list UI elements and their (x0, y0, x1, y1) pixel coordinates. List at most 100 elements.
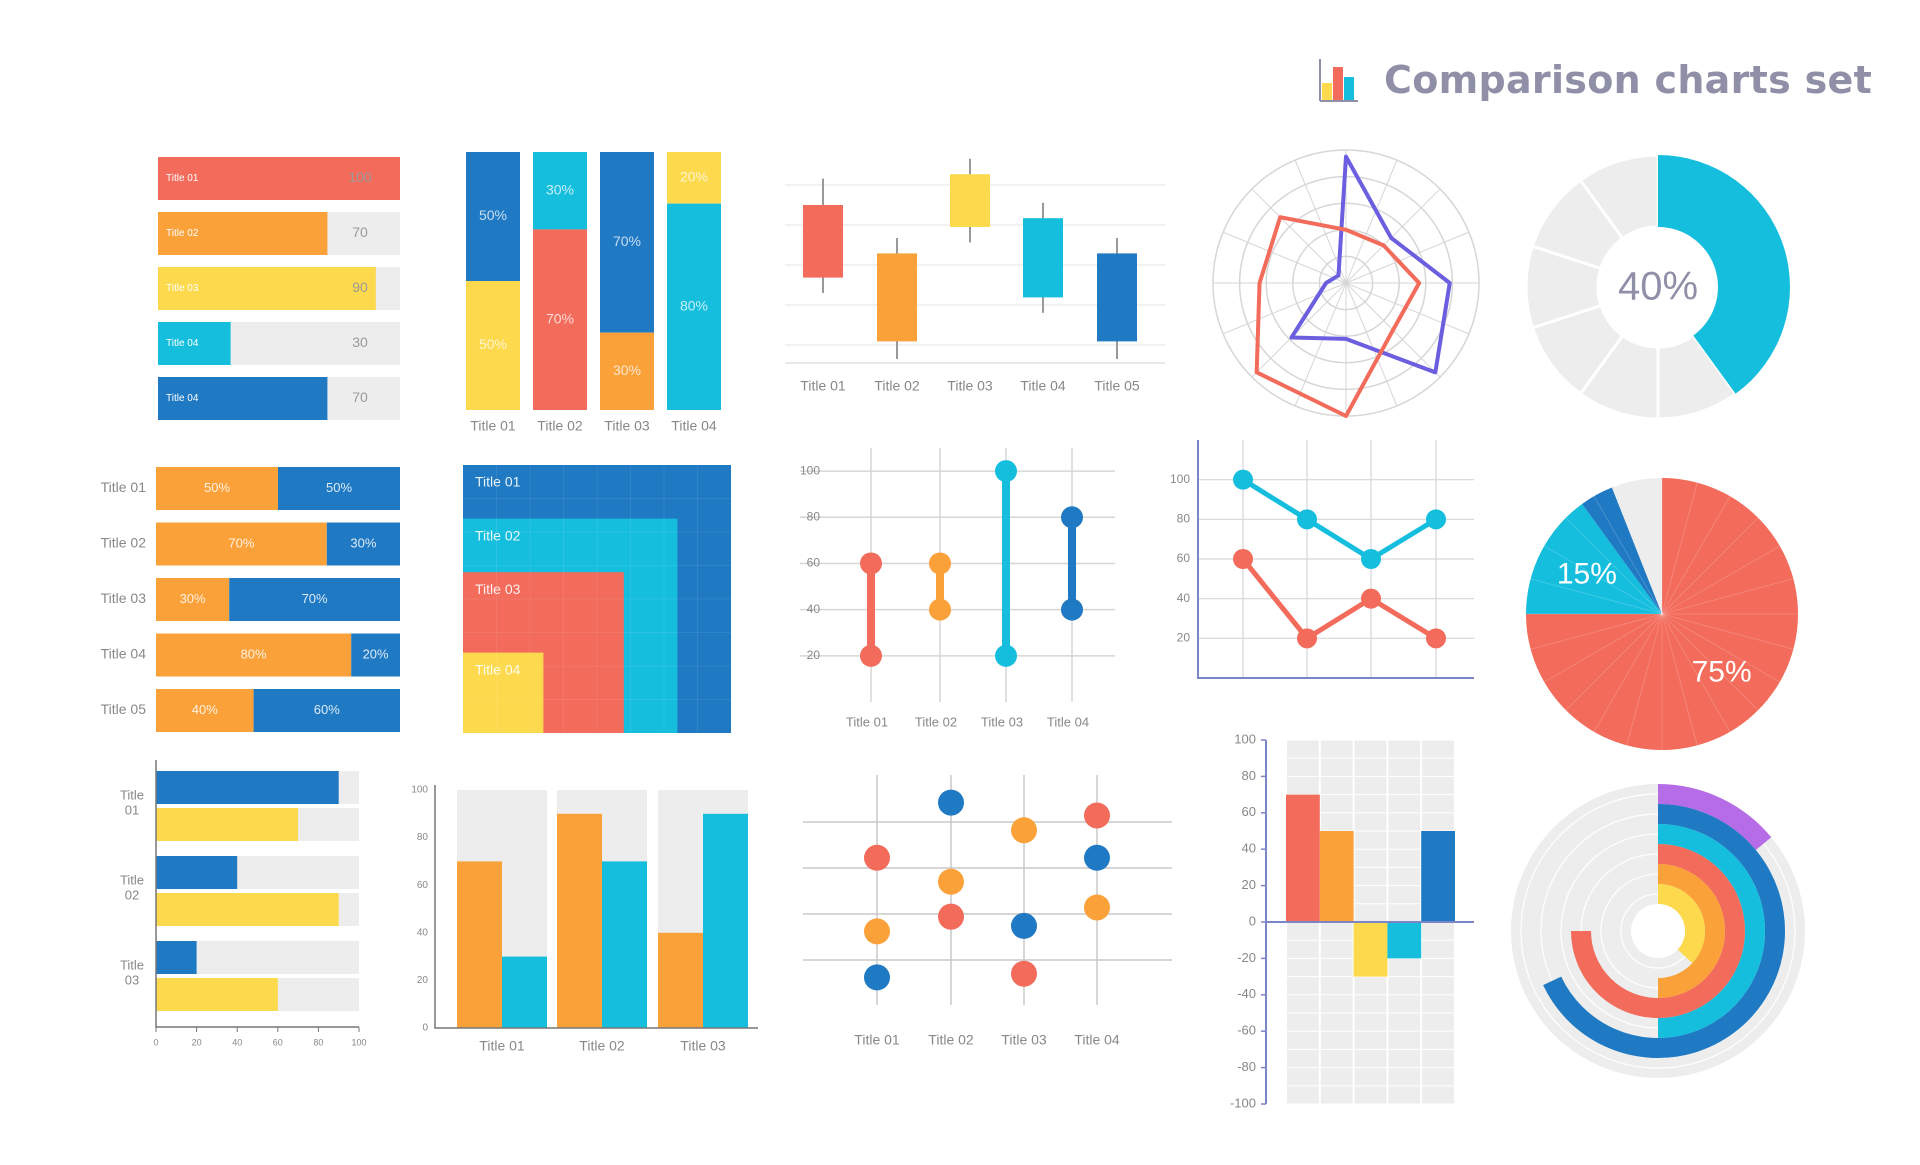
axis (1197, 440, 1474, 679)
candle-body (1097, 253, 1137, 342)
candle-body (950, 174, 990, 227)
bar (156, 808, 299, 841)
y-tick-label: 40 (417, 927, 429, 938)
pie-gridline (1626, 482, 1663, 615)
y-tick-label: -20 (1237, 950, 1256, 965)
candle-body (1023, 218, 1063, 298)
line-point (1233, 469, 1253, 490)
segment-label: 20% (680, 169, 708, 185)
pie-gridline (1661, 545, 1781, 615)
bar-segment (156, 578, 230, 621)
y-tick-label: 100 (800, 463, 820, 477)
x-tick-label: 80 (313, 1037, 323, 1047)
radar-spoke (1345, 282, 1398, 407)
y-tick-label: 0 (422, 1023, 428, 1034)
x-tick-label: 60 (273, 1037, 283, 1047)
y-tick-label: 20 (417, 975, 429, 986)
chart-dot-plot: Title 01 Title 02 Title 03 Title 04 (803, 775, 1172, 1048)
column (1421, 831, 1455, 922)
column (1319, 831, 1354, 922)
chart-grouped-columns: Title 01 Title 02 Title 03 100 80 60 40 20 0 (411, 785, 758, 1054)
line-point (1361, 588, 1381, 609)
bar-value-label: 90 (352, 279, 368, 295)
bar (156, 941, 197, 974)
bar (156, 893, 339, 926)
segment-label: 80% (241, 646, 267, 661)
pie-slice-label: 15% (1557, 558, 1617, 591)
x-tick-label: Title 04 (1047, 714, 1089, 729)
y-tick-label: 40 (1177, 591, 1191, 605)
donut-center-label: 40% (1618, 265, 1698, 309)
radar-spoke (1345, 282, 1470, 335)
x-tick-label: 100 (351, 1037, 366, 1047)
x-tick-label: Title 04 (1074, 1032, 1120, 1048)
segment-label: 30% (613, 362, 641, 378)
bar-segment (278, 467, 400, 510)
donut-segment (1578, 153, 1660, 241)
y-tick-label: 100 (411, 785, 428, 796)
pie-gridline (1593, 495, 1663, 615)
bar-segment (156, 633, 352, 677)
segment-label: 40% (192, 702, 218, 717)
axis (434, 785, 758, 1029)
y-tick-label: -80 (1237, 1059, 1256, 1074)
y-tick-label: -60 (1237, 1023, 1256, 1038)
column (457, 861, 502, 1028)
radial-bar (1657, 784, 1772, 851)
donut-value-arc (1658, 155, 1790, 394)
segment-label: 70% (228, 535, 254, 550)
bar (158, 267, 376, 310)
x-tick-label: Title 01 (470, 418, 516, 434)
dumbbell-point (995, 644, 1017, 667)
radial-bar (1543, 804, 1785, 1058)
segment-label: 50% (479, 336, 507, 352)
dot-point (1011, 912, 1037, 939)
area-label: Title 04 (475, 661, 521, 677)
stack-segment (466, 281, 520, 410)
column (557, 813, 602, 1028)
chart-set-header: Comparison charts set (1318, 50, 1872, 110)
y-tick-label: -40 (1237, 986, 1256, 1001)
line-point (1361, 549, 1381, 569)
bar-category-label: Title 03 (166, 283, 199, 294)
y-tick-label: Title 02 (101, 535, 147, 551)
bar-category-label: Title 04 (166, 338, 199, 349)
radial-bar (1657, 884, 1705, 964)
line-point (1297, 509, 1317, 530)
pie-gridline (1543, 545, 1663, 615)
x-tick-label: Title 01 (479, 1038, 525, 1054)
x-tick-label: 20 (192, 1037, 202, 1047)
pie-gridline (1593, 613, 1663, 733)
x-tick-label: Title 02 (874, 378, 920, 394)
dot-point (938, 903, 964, 930)
dumbbell-point (860, 552, 882, 575)
segment-label: 70% (546, 310, 574, 326)
y-tick-label: 60 (807, 556, 821, 570)
bar-category-label: Title 04 (166, 393, 199, 404)
pie-gridline (1626, 613, 1663, 746)
stack-segment (466, 152, 520, 281)
chart-dumbbell: 100 80 60 40 20 Title 01 Title 02 Title 03 Title… (800, 448, 1115, 729)
chart-candlestick: Title 01 Title 02 Title 03 Title 04 Title 05 (785, 158, 1165, 394)
column (602, 861, 647, 1028)
line-point (1426, 628, 1446, 649)
radial-center (1631, 904, 1685, 958)
y-tick-label: 02 (125, 887, 139, 902)
y-tick-label: 20 (1242, 877, 1256, 892)
column (502, 956, 547, 1028)
column (1387, 922, 1422, 959)
y-tick-label: Title 01 (101, 479, 147, 495)
radar-spoke (1345, 231, 1470, 284)
radar-spoke (1251, 282, 1347, 378)
chart-pie: 75% 15% (1526, 478, 1798, 750)
dumbbell-point (1061, 506, 1083, 529)
area-square (463, 652, 544, 733)
stack-segment (600, 152, 654, 333)
y-tick-label: 60 (1242, 804, 1256, 819)
x-tick-label: 40 (232, 1037, 242, 1047)
y-tick-label: Title 03 (101, 590, 147, 606)
segment-label: 50% (479, 207, 507, 223)
segment-label: 30% (546, 181, 574, 197)
pie-slice (1582, 487, 1662, 614)
segment-label: 20% (363, 646, 389, 661)
